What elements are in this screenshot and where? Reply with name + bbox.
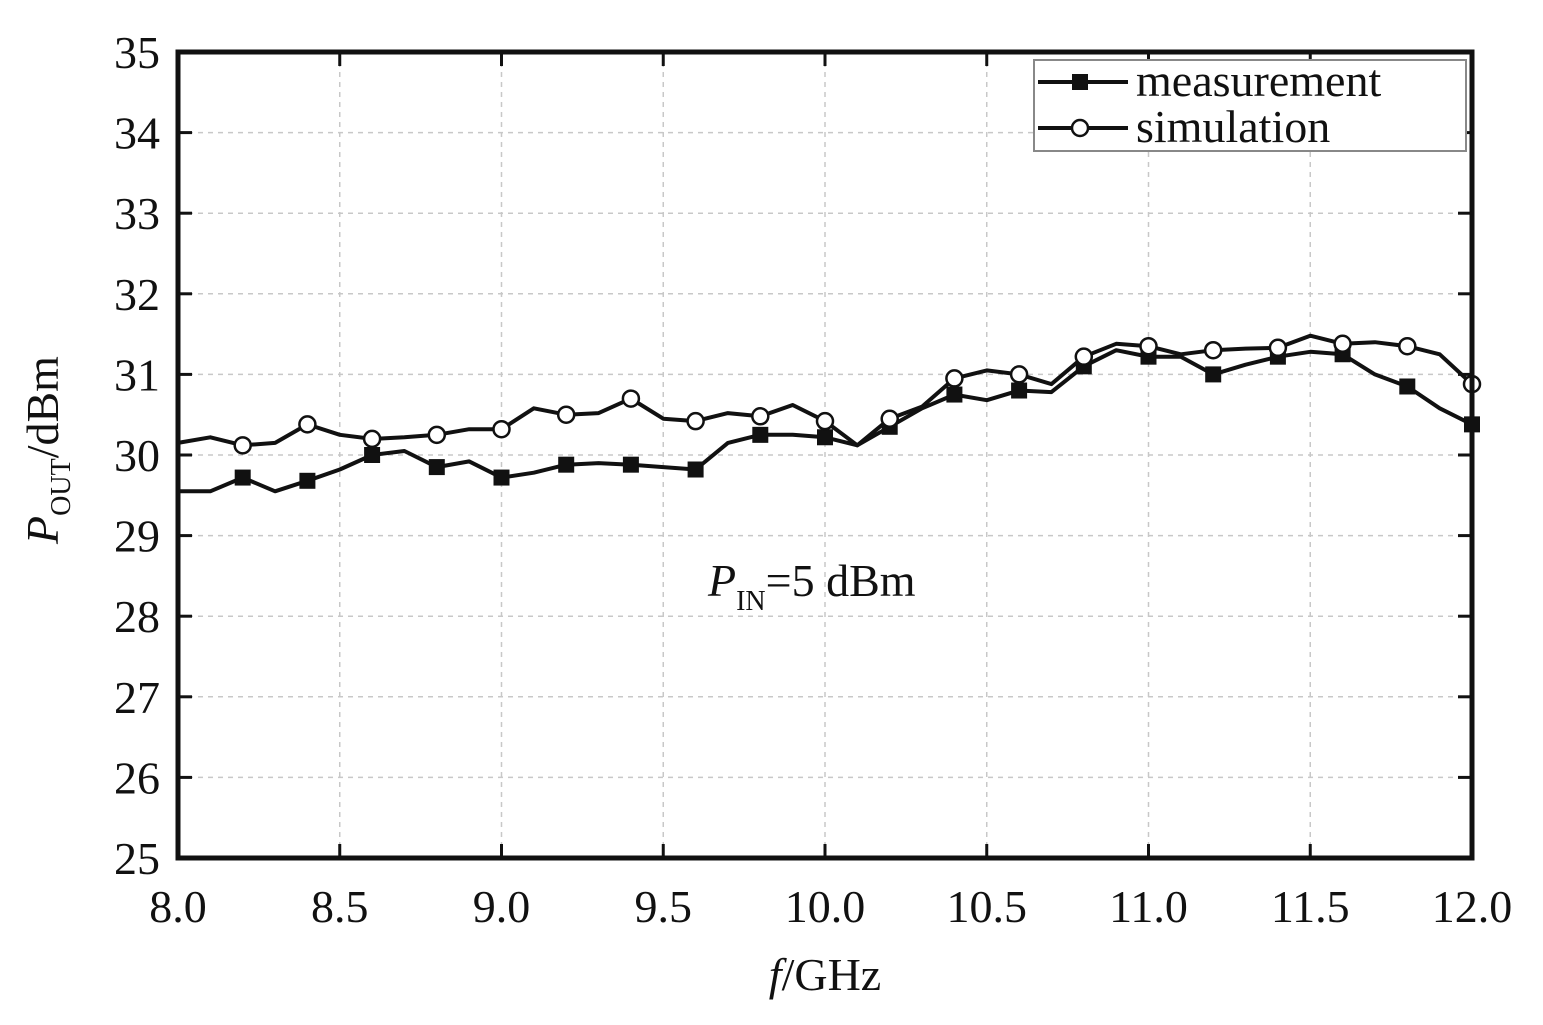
series-measurement [178, 346, 1480, 494]
measurement-point [558, 456, 575, 473]
x-tick-label: 8.0 [149, 881, 207, 932]
annotation-symbol: P [707, 555, 736, 606]
simulation-point [621, 389, 641, 408]
annotation-subscript: IN [736, 586, 766, 617]
simulation-point [945, 369, 964, 388]
simulation-point [1333, 334, 1352, 354]
simulation-point [1203, 340, 1223, 360]
y-tick-label: 29 [114, 511, 160, 562]
simulation-point [233, 436, 252, 455]
simulation-point [1074, 347, 1094, 366]
y-tick-label: 31 [114, 349, 160, 400]
measurement-point [687, 461, 704, 478]
y-tick-label: 32 [114, 269, 160, 320]
simulation-point [1398, 336, 1417, 356]
x-axis-title: f/GHz [769, 949, 881, 1000]
measurement-point [1011, 382, 1028, 399]
x-tick-label: 8.5 [311, 881, 369, 932]
y-axis-title-subscript: OUT [46, 458, 77, 516]
x-tick-label: 10.5 [947, 881, 1028, 932]
legend-swatch-marker [1070, 118, 1090, 138]
legend-item-measurement: measurement [1038, 55, 1381, 106]
measurement-point [493, 469, 510, 486]
simulation-point [751, 407, 770, 426]
grid [178, 52, 1472, 858]
simulation-point [298, 415, 317, 434]
measurement-point [1205, 366, 1222, 383]
simulation-point [427, 425, 447, 445]
legend-label: simulation [1136, 101, 1330, 152]
legend-item-simulation: simulation [1038, 101, 1330, 152]
measurement-point [428, 459, 445, 476]
measurement-point [817, 429, 833, 446]
y-tick-label: 26 [114, 752, 160, 803]
x-tick-label: 10.0 [785, 881, 866, 932]
x-tick-label: 11.5 [1271, 881, 1350, 932]
x-axis-title-unit: /GHz [782, 949, 882, 1000]
measurement-point [1399, 378, 1416, 395]
y-tick-label: 33 [114, 188, 160, 239]
measurement-point [946, 386, 963, 403]
tick-labels: 8.0 8.5 9.0 9.5 10.0 10.5 11.0 11.5 12.0 25 26 27 28… [114, 27, 1512, 932]
legend-swatch-marker [1072, 74, 1088, 90]
measurement-point [234, 469, 251, 486]
y-tick-label: 28 [114, 591, 160, 642]
x-tick-label: 12.0 [1432, 881, 1513, 932]
simulation-point [1009, 365, 1029, 384]
measurement-point [622, 456, 639, 473]
y-tick-label: 34 [114, 108, 160, 159]
simulation-point [492, 419, 511, 439]
y-tick-label: 25 [114, 833, 160, 884]
annotation-value: =5 dBm [766, 555, 916, 606]
simulation-point [815, 411, 835, 431]
series-layer [177, 333, 1482, 494]
annotation-pin: PIN=5 dBm [707, 555, 916, 617]
measurement-point [364, 447, 381, 463]
x-tick-label: 9.0 [473, 881, 531, 932]
x-tick-label: 11.0 [1109, 881, 1188, 932]
simulation-point [362, 429, 382, 449]
y-axis-title-unit: /dBm [17, 356, 68, 458]
simulation-point [1139, 336, 1158, 356]
y-tick-label: 30 [114, 430, 160, 481]
simulation-point [1268, 338, 1288, 358]
simulation-point [880, 409, 899, 428]
y-tick-label: 35 [114, 27, 160, 78]
y-axis-title: POUT/dBm [17, 356, 77, 545]
simulation-point [686, 411, 705, 431]
simulation-point [556, 405, 576, 424]
y-axis-title-symbol: P [17, 516, 68, 545]
y-tick-label: 27 [114, 672, 160, 723]
series-simulation [177, 333, 1482, 455]
measurement-point [299, 472, 316, 489]
legend-box [1033, 59, 1467, 152]
legend-label: measurement [1136, 55, 1381, 106]
x-tick-label: 9.5 [635, 881, 693, 932]
measurement-point [752, 426, 769, 443]
